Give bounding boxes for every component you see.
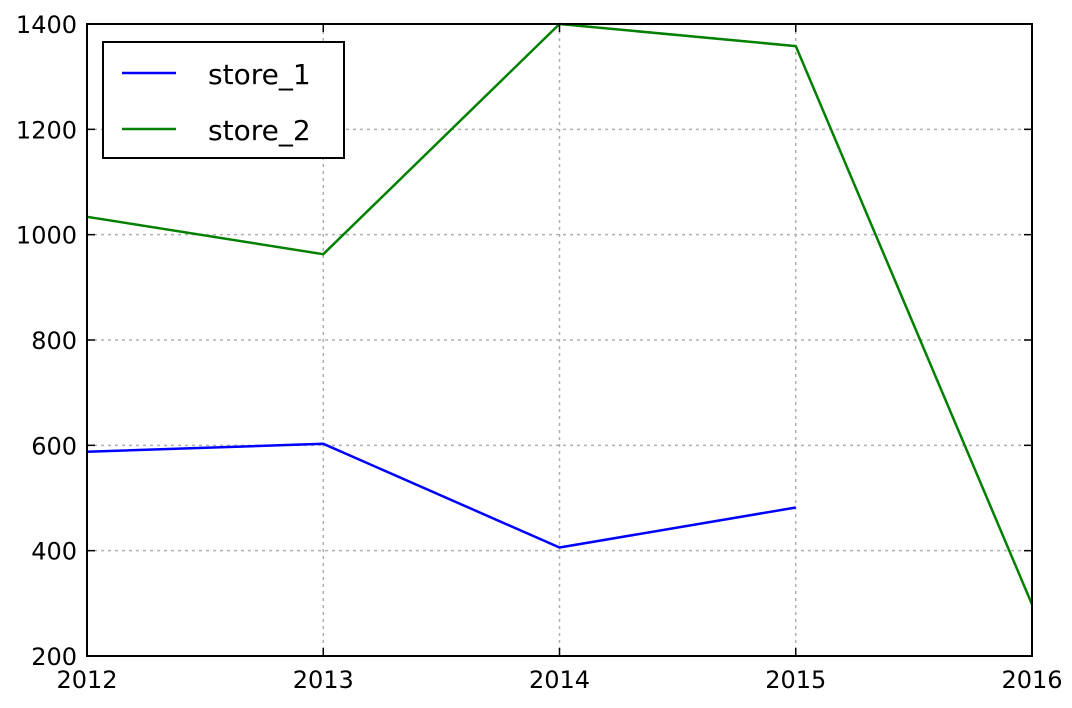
x-tick-label: 2012: [56, 666, 117, 694]
legend: store_1 store_2: [102, 41, 345, 159]
x-tick-label: 2016: [1001, 666, 1062, 694]
y-tick-label: 1000: [16, 222, 77, 250]
legend-box: [102, 41, 345, 159]
y-tick-label: 800: [31, 327, 77, 355]
y-tick-label: 400: [31, 538, 77, 566]
y-tick-label: 1400: [16, 11, 77, 39]
legend-label-store_1: store_1: [208, 58, 311, 91]
y-tick-label: 200: [31, 643, 77, 671]
x-tick-label: 2014: [529, 666, 590, 694]
y-tick-label: 1200: [16, 116, 77, 144]
x-tick-label: 2013: [293, 666, 354, 694]
series-line-store_1: [86, 442, 797, 549]
axis-ticks: 2012 2013 2014 2015 2016 200 400 600 800 1000 1200…: [16, 11, 1063, 694]
y-tick-label: 600: [31, 432, 77, 460]
legend-label-store_2: store_2: [208, 114, 311, 147]
x-tick-label: 2015: [765, 666, 826, 694]
